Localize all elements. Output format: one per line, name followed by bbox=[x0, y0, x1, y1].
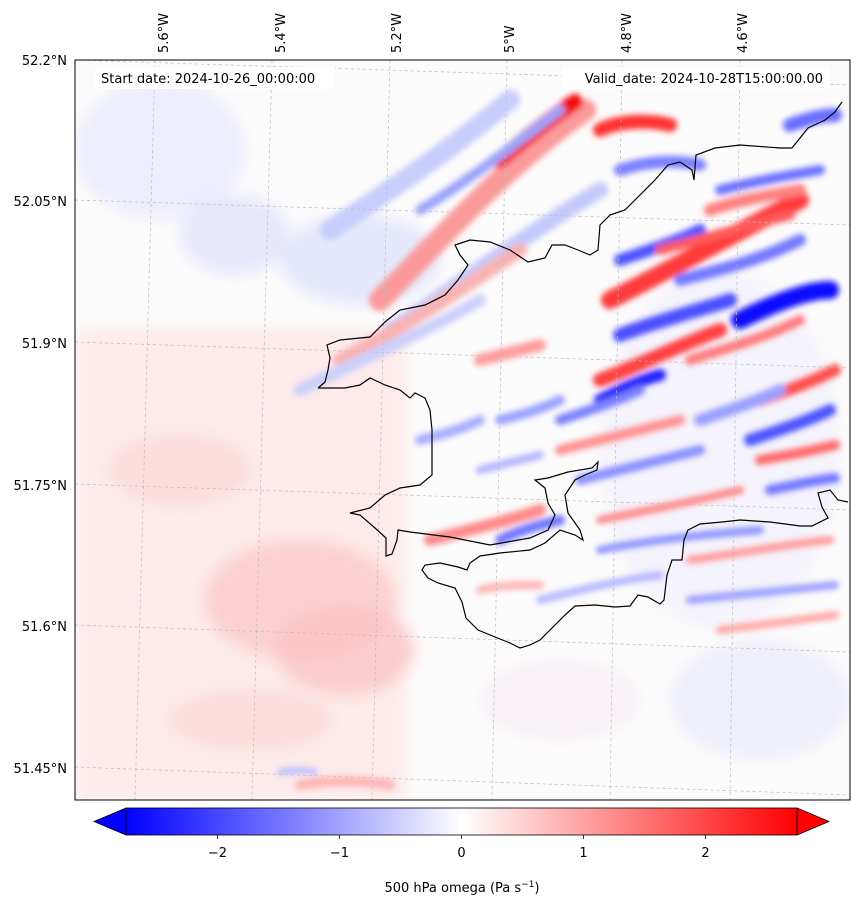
colorbar-title: 500 hPa omega (Pa s−1) bbox=[384, 880, 539, 896]
lon-label-5-4w: 5.4°W bbox=[274, 13, 289, 53]
lat-label-51-6n: 51.6°N bbox=[22, 620, 67, 635]
lat-label-51-45n: 51.45°N bbox=[14, 762, 67, 777]
colorbar-ticks: −2 −1 0 1 2 bbox=[208, 835, 710, 861]
lat-labels: 52.2°N 52.05°N 51.9°N 51.75°N 51.6°N 51.… bbox=[14, 54, 67, 777]
colorbar-tick-label: 0 bbox=[457, 846, 465, 861]
lon-label-5w: 5°W bbox=[503, 25, 518, 53]
lon-label-5-6w: 5.6°W bbox=[157, 13, 172, 53]
map-frame bbox=[74, 59, 851, 801]
colorbar-extend-max bbox=[796, 807, 831, 836]
start-date-box bbox=[95, 67, 335, 89]
lon-label-4-6w: 4.6°W bbox=[736, 13, 751, 53]
coastline-north bbox=[317, 101, 843, 389]
valid-date-box bbox=[562, 67, 830, 89]
lon-labels: 5.6°W 5.4°W 5.2°W 5°W 4.8°W 4.6°W bbox=[157, 13, 751, 53]
colorbar-tick-label: −2 bbox=[208, 846, 227, 861]
lon-label-4-8w: 4.8°W bbox=[620, 13, 635, 53]
colorbar-bar bbox=[126, 808, 797, 835]
colorbar-tick-label: −1 bbox=[330, 846, 349, 861]
valid-date-label: Valid_date: 2024-10-28T15:00:00.00 bbox=[585, 72, 823, 87]
coastline-pembroke bbox=[318, 377, 849, 649]
lat-label-52-05n: 52.05°N bbox=[14, 195, 67, 210]
start-date-label: Start date: 2024-10-26_00:00:00 bbox=[101, 72, 315, 87]
coastline bbox=[317, 101, 849, 649]
lat-label-51-9n: 51.9°N bbox=[22, 337, 67, 352]
map-panel: Start date: 2024-10-26_00:00:00 Valid_da… bbox=[75, 60, 850, 800]
lat-label-51-75n: 51.75°N bbox=[14, 479, 67, 494]
lon-label-5-2w: 5.2°W bbox=[390, 13, 405, 53]
colorbar-extend-min bbox=[92, 807, 127, 836]
lat-label-52-2n: 52.2°N bbox=[22, 54, 67, 69]
colorbar-tick-label: 1 bbox=[579, 846, 587, 861]
colorbar: −2 −1 0 1 2 500 hPa omega (Pa s−1) bbox=[92, 807, 831, 896]
omega-field-waves bbox=[277, 90, 842, 790]
colorbar-tick-label: 2 bbox=[701, 846, 709, 861]
